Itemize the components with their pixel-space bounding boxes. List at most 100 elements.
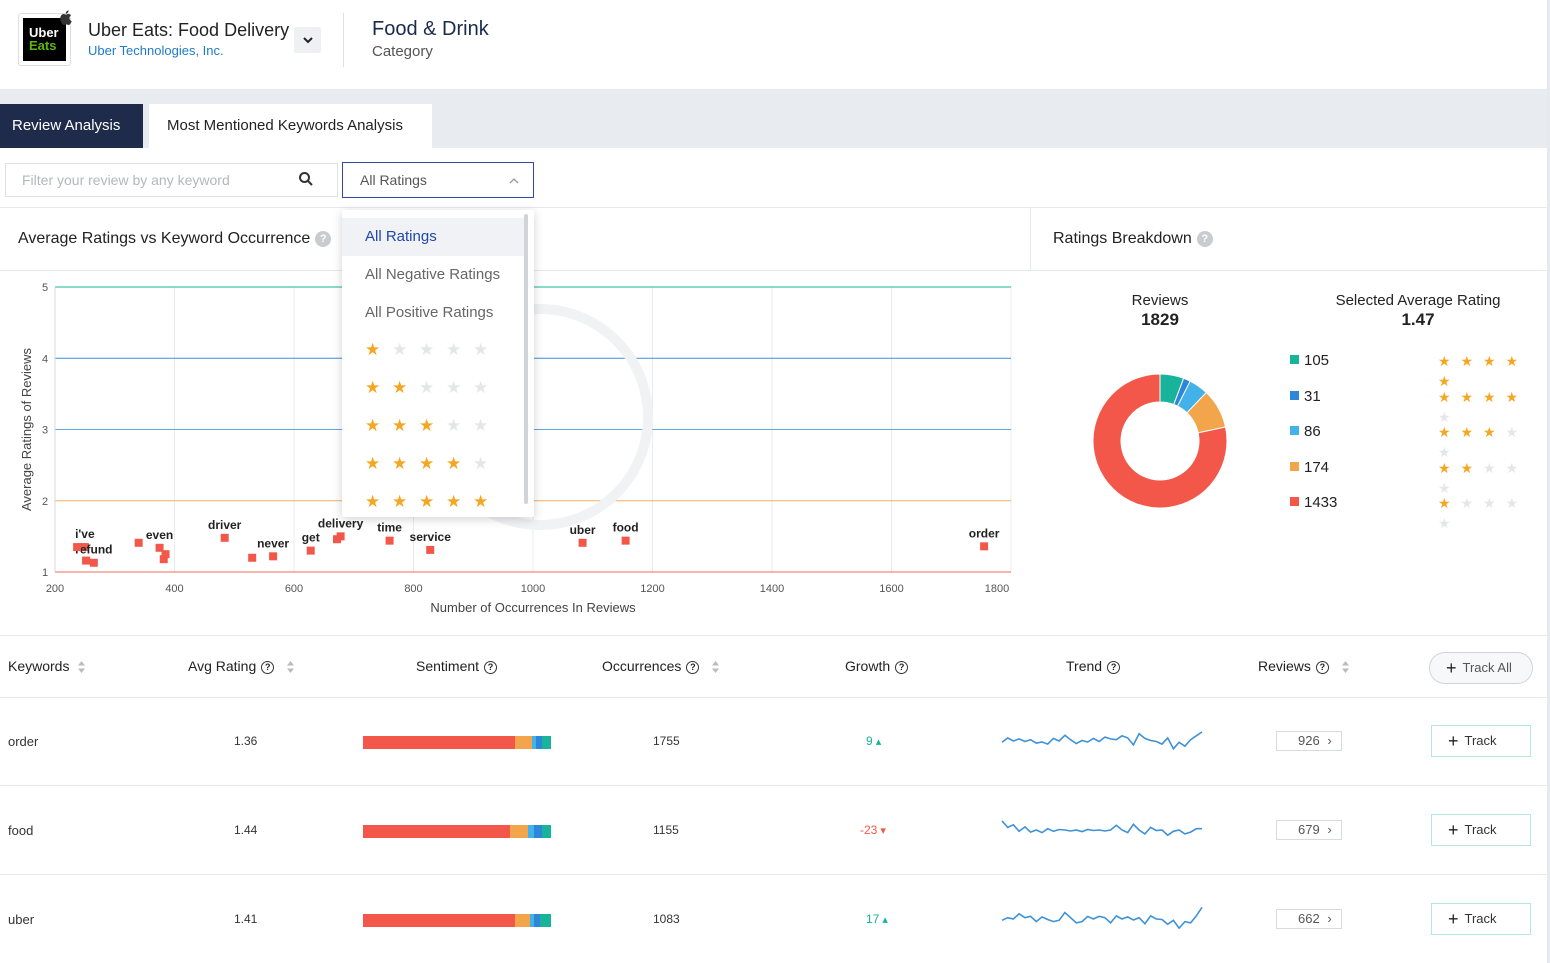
scatter-point[interactable]	[269, 552, 278, 561]
star-icon: ★	[1483, 353, 1496, 369]
option-negative-ratings[interactable]: All Negative Ratings	[365, 266, 501, 283]
help-icon[interactable]: ?	[1315, 661, 1329, 674]
scatter-point[interactable]	[578, 538, 587, 547]
sort-icon[interactable]	[1341, 660, 1350, 674]
col-growth: Growth?	[845, 658, 909, 674]
help-icon[interactable]: ?	[315, 231, 332, 247]
scatter-point[interactable]	[306, 546, 315, 555]
scatter-point[interactable]	[980, 542, 989, 551]
option-3-star[interactable]: ★ ★ ★ ★ ★	[365, 416, 500, 436]
scatter-point[interactable]	[220, 533, 229, 542]
trend-line	[1001, 906, 1203, 930]
category-label: Category	[372, 43, 433, 60]
reviews-link-button[interactable]: 662 ›	[1276, 909, 1342, 929]
donut-slice[interactable]	[1092, 373, 1228, 509]
menu-scrollbar[interactable]	[524, 214, 528, 504]
option-positive-ratings[interactable]: All Positive Ratings	[365, 304, 494, 321]
track-all-button[interactable]: + Track All	[1429, 652, 1533, 684]
avg-rating-label: Selected Average Rating	[1335, 292, 1501, 309]
star-icon: ★	[446, 492, 462, 511]
help-icon[interactable]: ?	[484, 661, 498, 674]
search-input[interactable]	[6, 164, 286, 196]
search-icon[interactable]	[298, 171, 314, 187]
help-icon[interactable]: ?	[261, 661, 275, 674]
x-tick-label: 800	[404, 583, 422, 595]
reviews-link-button[interactable]: 926 ›	[1276, 731, 1342, 751]
legend-item-1-star: 1433	[1290, 494, 1337, 514]
track-all-label: Track All	[1462, 660, 1512, 675]
sentiment-segment	[532, 736, 536, 749]
tab-review-analysis[interactable]: Review Analysis	[0, 104, 143, 148]
star-icon: ★	[1483, 495, 1496, 511]
option-4-star[interactable]: ★ ★ ★ ★ ★	[365, 454, 500, 474]
option-1-star[interactable]: ★ ★ ★ ★ ★	[365, 340, 500, 360]
scatter-point[interactable]	[73, 543, 82, 552]
x-axis-label: Number of Occurrences In Reviews	[430, 600, 636, 615]
scatter-point[interactable]	[82, 556, 91, 565]
track-button[interactable]: + Track	[1431, 814, 1531, 846]
scatter-point[interactable]	[134, 538, 143, 547]
col-avg-rating[interactable]: Avg Rating?	[188, 658, 295, 674]
y-tick-label: 1	[42, 567, 48, 579]
plus-icon: +	[1448, 731, 1459, 751]
scatter-point[interactable]	[385, 536, 394, 545]
star-icon: ★	[1438, 424, 1451, 440]
rating-filter-select[interactable]: All Ratings	[342, 162, 534, 198]
point-label: refund	[75, 543, 112, 557]
app-switch-button[interactable]	[294, 27, 321, 53]
col-occurrences[interactable]: Occurrences?	[602, 658, 720, 674]
star-icon: ★	[1505, 459, 1519, 476]
scatter-point[interactable]	[426, 545, 435, 554]
track-button[interactable]: + Track	[1431, 725, 1531, 757]
scatter-panel-title: Average Ratings vs Keyword Occurrence?	[18, 230, 332, 248]
row-avg-rating: 1.36	[234, 734, 258, 748]
sort-icon[interactable]	[711, 660, 720, 674]
x-tick-label: 1600	[879, 583, 903, 595]
scatter-point[interactable]	[248, 553, 257, 562]
legend-swatch	[1290, 461, 1299, 471]
sort-icon[interactable]	[286, 660, 295, 674]
legend-swatch	[1290, 390, 1299, 400]
plus-icon: +	[1446, 658, 1457, 678]
trend-sparkline	[1001, 731, 1203, 751]
trend-sparkline	[1001, 906, 1203, 930]
star-icon: ★	[1460, 424, 1474, 440]
scatter-point[interactable]	[621, 536, 630, 545]
star-icon: ★	[473, 492, 489, 511]
col-keywords[interactable]: Keywords	[8, 658, 86, 674]
option-5-star[interactable]: ★ ★ ★ ★ ★	[365, 492, 500, 512]
sentiment-segment	[534, 914, 540, 927]
option-2-star[interactable]: ★ ★ ★ ★ ★	[365, 378, 500, 398]
star-icon: ★	[1483, 388, 1496, 405]
star-icon: ★	[1505, 388, 1519, 405]
help-icon[interactable]: ?	[1107, 661, 1121, 674]
col-trend-label: Trend	[1066, 658, 1103, 674]
scatter-point[interactable]	[161, 550, 170, 559]
sort-icon[interactable]	[77, 660, 86, 674]
reviews-link-button[interactable]: 679 ›	[1276, 820, 1342, 840]
scatter-point[interactable]	[333, 535, 342, 544]
legend-count: 174	[1304, 458, 1330, 476]
scatter-point[interactable]	[80, 543, 89, 552]
help-icon[interactable]: ?	[895, 661, 909, 674]
y-axis-label: Average Ratings of Reviews	[19, 347, 34, 511]
scatter-point[interactable]	[89, 558, 98, 567]
help-icon[interactable]: ?	[686, 661, 700, 674]
developer-link[interactable]: Uber Technologies, Inc.	[88, 43, 224, 58]
row-growth: 17 ▴	[866, 912, 888, 926]
sentiment-segment	[541, 825, 551, 838]
option-all-ratings[interactable]: All Ratings	[342, 218, 524, 256]
help-icon[interactable]: ?	[1196, 231, 1213, 247]
point-label: i've	[75, 527, 95, 541]
tab-keywords-analysis[interactable]: Most Mentioned Keywords Analysis	[149, 104, 432, 148]
col-occurrences-label: Occurrences	[602, 658, 682, 674]
track-button[interactable]: + Track	[1431, 903, 1531, 935]
col-keywords-label: Keywords	[8, 658, 70, 674]
col-reviews[interactable]: Reviews?	[1258, 658, 1350, 674]
scatter-point[interactable]	[159, 555, 168, 564]
trend-sparkline	[1001, 820, 1202, 837]
scatter-point[interactable]	[155, 543, 164, 552]
col-reviews-label: Reviews	[1258, 658, 1311, 674]
y-tick-label: 2	[42, 496, 48, 508]
page-scrollbar[interactable]	[1547, 0, 1550, 963]
